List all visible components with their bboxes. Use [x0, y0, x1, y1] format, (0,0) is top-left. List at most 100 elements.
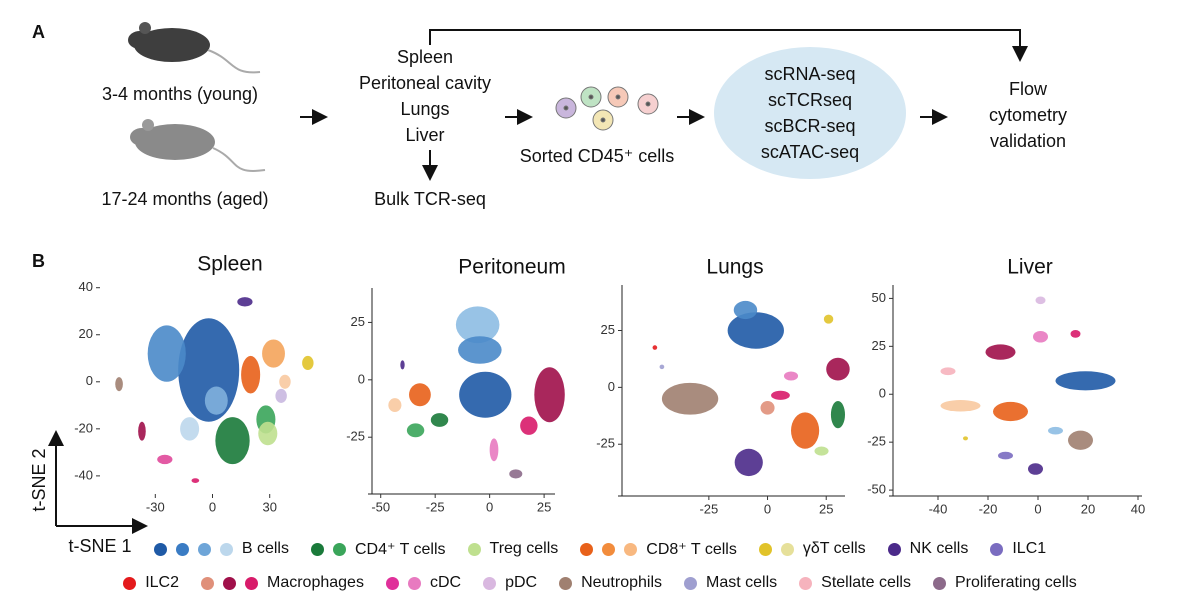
- legend-swatch: [483, 576, 497, 590]
- cluster: [760, 401, 775, 415]
- arrow: [429, 29, 1028, 62]
- cluster: [652, 345, 658, 350]
- legend-swatch: [799, 576, 813, 590]
- x-tick-label: -40: [929, 501, 948, 516]
- cluster: [302, 355, 314, 371]
- y-tick-label: 40: [79, 279, 93, 294]
- y-tick-label: -25: [346, 429, 365, 444]
- cluster: [409, 383, 431, 407]
- x-tick-label: -30: [146, 499, 165, 514]
- legend-item: CD8⁺ T cells: [580, 539, 737, 559]
- legend-swatch: [887, 542, 901, 556]
- legend-swatch: [624, 542, 638, 556]
- legend-item: γδT cells: [758, 539, 866, 559]
- cluster: [520, 416, 538, 435]
- assay: scTCRseq: [768, 90, 852, 110]
- legend-label: CD4⁺ T cells: [354, 541, 446, 558]
- x-tick-label: 0: [486, 499, 493, 514]
- cluster: [237, 297, 253, 307]
- legend-swatch: [310, 542, 324, 556]
- legend-label: ILC2: [145, 574, 179, 591]
- legend-label: Stellate cells: [821, 574, 911, 591]
- legend-item: CD4⁺ T cells: [310, 539, 446, 559]
- cluster: [940, 367, 956, 376]
- panel-label: B: [32, 251, 45, 271]
- cluster: [115, 377, 123, 392]
- cluster: [400, 360, 405, 370]
- legend-row: B cells CD4⁺ T cells Treg cells CD8⁺ T cell…: [0, 539, 1200, 559]
- cells-icon: [555, 86, 659, 131]
- cluster: [191, 478, 200, 483]
- chart-title: Spleen: [197, 253, 262, 276]
- chart-title: Peritoneum: [458, 256, 565, 279]
- x-tick-label: 0: [209, 499, 216, 514]
- validation: cytometry: [989, 105, 1067, 125]
- legend-swatch: [385, 576, 399, 590]
- legend-row: ILC2 Macrophages cDC pDC Neutrophils Mast cel…: [0, 574, 1200, 592]
- cluster: [157, 454, 173, 465]
- sorted-label: Sorted CD45⁺ cells: [520, 146, 675, 166]
- cluster: [262, 339, 285, 368]
- assay: scATAC-seq: [761, 142, 859, 162]
- legend-swatch: [602, 542, 616, 556]
- tissue: Peritoneal cavity: [359, 73, 491, 93]
- cluster: [1055, 371, 1116, 391]
- legend-swatch: [175, 542, 189, 556]
- cluster: [727, 312, 784, 349]
- y-tick-label: 20: [79, 326, 93, 341]
- cluster: [993, 401, 1028, 422]
- tissue: Lungs: [400, 99, 449, 119]
- cluster: [791, 412, 820, 449]
- cluster: [215, 417, 250, 465]
- cluster: [204, 386, 228, 415]
- cluster: [940, 400, 981, 412]
- assay-bubble: [714, 47, 906, 179]
- legend-label: Treg cells: [489, 540, 559, 557]
- cluster: [963, 436, 968, 441]
- x-tick-label: 25: [819, 501, 833, 516]
- assay: scBCR-seq: [764, 116, 855, 136]
- legend-label: Macrophages: [267, 574, 364, 591]
- x-tick-label: -25: [426, 499, 445, 514]
- group-label: 17-24 months (aged): [101, 189, 268, 209]
- legend-swatch: [201, 576, 214, 590]
- y-tick-label: -50: [867, 482, 886, 497]
- legend-label: cDC: [429, 574, 462, 591]
- legend-swatch: [245, 576, 258, 590]
- chart-title: Liver: [1007, 256, 1053, 279]
- mouse-young: [128, 22, 261, 74]
- legend-item: Treg cells: [467, 539, 559, 559]
- legend-label: CD8⁺ T cells: [646, 541, 737, 558]
- legend-swatch: [123, 576, 137, 590]
- panel-label: A: [32, 22, 45, 42]
- y-tick-label: -25: [867, 434, 886, 449]
- cluster: [826, 357, 850, 381]
- y-tick-label: 25: [601, 322, 615, 337]
- y-tick-label: 50: [872, 290, 886, 305]
- x-tick-label: 0: [1034, 501, 1041, 516]
- legend-label: B cells: [241, 540, 289, 557]
- cluster: [771, 390, 790, 400]
- legend-item: Proliferating cells: [932, 574, 1077, 592]
- cluster: [279, 374, 291, 389]
- cluster: [455, 306, 500, 344]
- legend-item: pDC: [483, 574, 537, 592]
- legend-swatch: [990, 542, 1004, 556]
- legend-swatch: [559, 576, 573, 590]
- cluster: [1035, 296, 1046, 305]
- legend-swatch: [780, 542, 794, 556]
- y-tick-label: 0: [86, 373, 93, 388]
- y-tick-label: 0: [879, 386, 886, 401]
- tissue: Liver: [405, 125, 444, 145]
- cluster: [489, 438, 499, 462]
- legend-item: ILC2: [123, 574, 179, 592]
- cluster: [458, 336, 502, 364]
- x-tick-label: 0: [764, 501, 771, 516]
- legend-swatch: [932, 576, 946, 590]
- legend-swatch: [467, 542, 481, 556]
- cluster: [509, 469, 523, 479]
- cluster: [661, 382, 719, 415]
- legend-swatch: [580, 542, 594, 556]
